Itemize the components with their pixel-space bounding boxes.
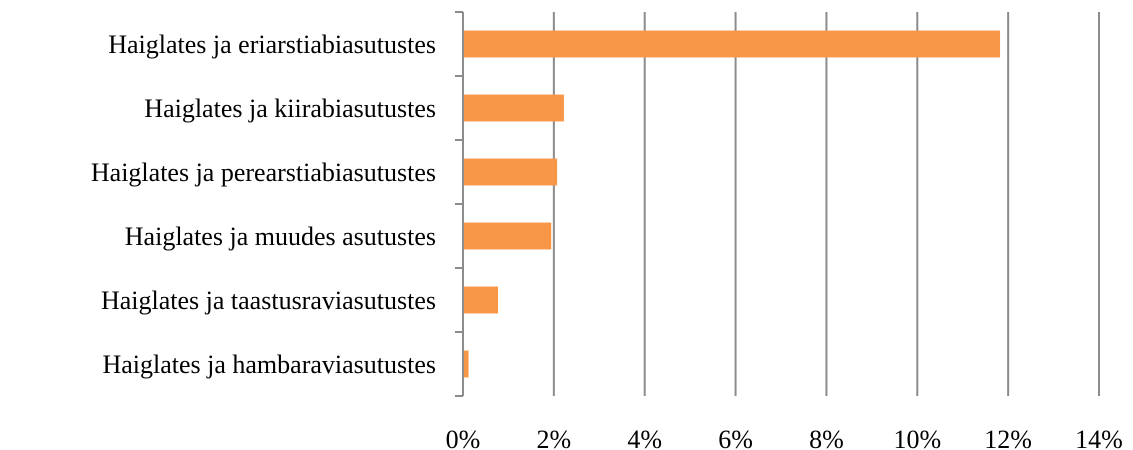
category-label: Haiglates ja eriarstiabiasutustes bbox=[108, 30, 436, 59]
x-tick-label: 14% bbox=[1075, 425, 1123, 450]
gridlines bbox=[552, 12, 1100, 396]
bar bbox=[464, 222, 552, 250]
y-axis bbox=[455, 11, 464, 397]
x-tick-label: 2% bbox=[537, 425, 572, 450]
x-tick-label: 10% bbox=[893, 425, 941, 450]
bar bbox=[464, 158, 558, 186]
bars bbox=[464, 30, 1001, 378]
bar bbox=[464, 30, 1001, 58]
x-tick-labels: 0% 2% 4% 6% 8% 10% 12% 14% bbox=[446, 425, 1123, 450]
category-label: Haiglates ja kiirabiasutustes bbox=[144, 94, 436, 123]
bar bbox=[464, 350, 469, 378]
x-tick-label: 6% bbox=[718, 425, 753, 450]
bar bbox=[464, 94, 564, 122]
x-tick-label: 8% bbox=[809, 425, 844, 450]
bar bbox=[464, 286, 499, 314]
category-label: Haiglates ja muudes asutustes bbox=[125, 222, 436, 251]
x-tick-label: 0% bbox=[446, 425, 481, 450]
x-tick-label: 12% bbox=[984, 425, 1032, 450]
category-label: Haiglates ja hambaraviasutustes bbox=[102, 350, 436, 379]
category-label: Haiglates ja perearstiabiasutustes bbox=[91, 158, 436, 187]
category-label: Haiglates ja taastusraviasutustes bbox=[101, 286, 436, 315]
category-labels: Haiglates ja eriarstiabiasutustes Haiglat… bbox=[91, 30, 436, 379]
x-tick-label: 4% bbox=[627, 425, 662, 450]
